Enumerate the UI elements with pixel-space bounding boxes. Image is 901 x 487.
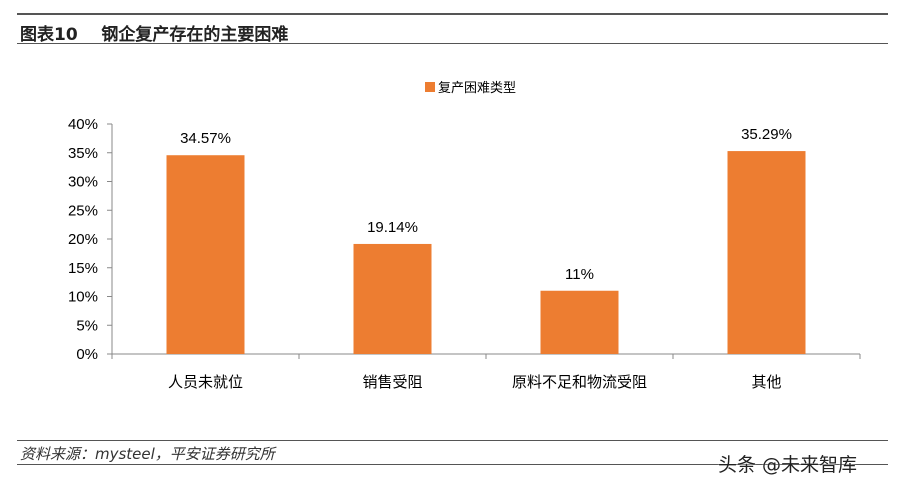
bar	[540, 290, 619, 354]
source-rule-bottom	[17, 464, 888, 465]
source-rule-top	[17, 440, 888, 441]
y-tick-label: 35%	[68, 145, 98, 162]
y-tick-label: 5%	[76, 317, 98, 334]
bar	[353, 243, 432, 354]
source-note: 资料来源：mysteel，平安证券研究所	[20, 445, 275, 463]
bar-chart: 复产困难类型 0% 5% 10% 15% 20% 25% 30% 35% 40% 34.57% 人…	[68, 80, 861, 391]
legend: 复产困难类型	[425, 80, 516, 95]
data-label: 19.14%	[367, 219, 418, 236]
legend-swatch	[425, 82, 435, 92]
y-tick-label: 0%	[76, 346, 98, 363]
y-tick-label: 20%	[68, 231, 98, 248]
y-tick-label: 25%	[68, 202, 98, 219]
y-tick-label: 40%	[68, 116, 98, 133]
y-tick-label: 10%	[68, 289, 98, 306]
x-tick-label: 原料不足和物流受阻	[512, 374, 647, 391]
bar	[727, 151, 806, 354]
x-tick-label: 人员未就位	[168, 374, 243, 391]
title-rule	[17, 43, 888, 44]
top-rule	[17, 13, 888, 15]
x-tick-label: 其他	[751, 374, 781, 391]
watermark: 头条 @未来智库	[718, 454, 858, 476]
y-tick-label: 15%	[68, 260, 98, 277]
legend-label: 复产困难类型	[438, 80, 516, 95]
x-tick-label: 销售受阻	[362, 374, 422, 391]
data-label: 34.57%	[180, 130, 231, 147]
data-label: 35.29%	[741, 126, 792, 143]
data-label: 11%	[565, 266, 594, 283]
bar	[166, 155, 245, 354]
figure-title: 图表10 钢企复产存在的主要困难	[20, 25, 289, 45]
y-tick-label: 30%	[68, 174, 98, 191]
